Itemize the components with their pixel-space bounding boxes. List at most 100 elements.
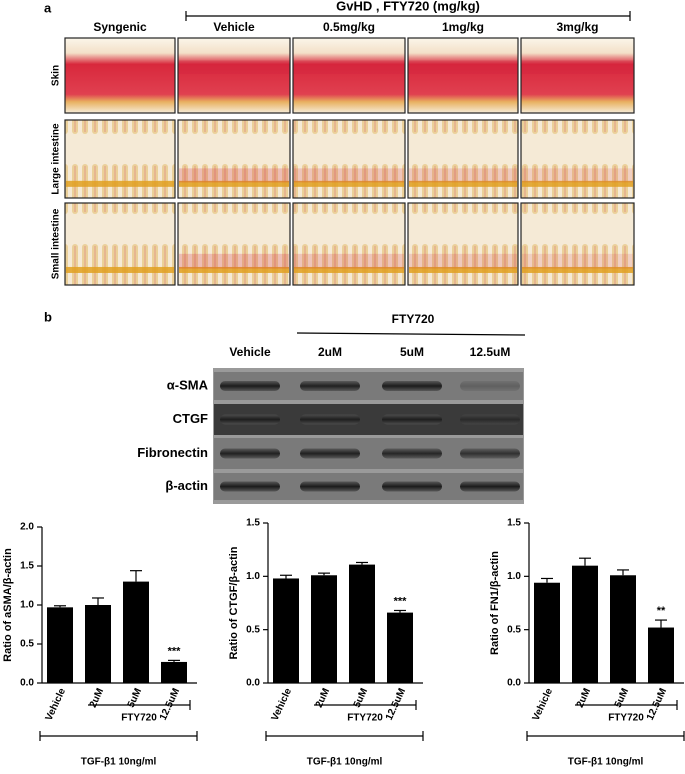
bar: [610, 575, 636, 683]
y-tick-label: 1.0: [246, 571, 260, 582]
muscle-layer: [294, 266, 404, 273]
lane-label: Vehicle: [229, 345, 271, 359]
bar: [273, 578, 299, 683]
band: [220, 381, 280, 391]
bracket-label: TGF-β1 10ng/ml: [81, 757, 157, 768]
bar-chart: Ratio of CTGF/β-actin 0.0 0.5 1.0 1.5 Vehicle…: [228, 518, 424, 768]
y-tick-label: 1.0: [507, 571, 521, 582]
histology-image: [407, 37, 519, 114]
y-tick-label: 2.0: [20, 522, 34, 533]
y-axis-label: Ratio of aSMA/β-actin: [2, 548, 14, 662]
muscle-layer: [409, 180, 517, 187]
column-header: Vehicle: [213, 20, 255, 34]
significance: ***: [394, 595, 408, 607]
bracket-label: FTY720: [121, 713, 157, 724]
bar: [47, 607, 73, 683]
y-tick-label: 0.0: [246, 678, 260, 689]
fibrosis-stain: [409, 60, 517, 74]
row-label: Skin: [51, 65, 62, 86]
group-header: GvHD , FTY720 (mg/kg): [336, 0, 480, 13]
bracket-label: TGF-β1 10ng/ml: [568, 757, 644, 768]
fibrosis-stain: [294, 253, 404, 269]
x-tick-label: Vehicle: [531, 686, 556, 722]
histology-image: [292, 37, 406, 114]
panel-label: b: [44, 309, 52, 324]
y-axis-label: Ratio of CTGF/β-actin: [228, 546, 240, 659]
muscle-layer: [66, 180, 174, 187]
muscle-layer: [522, 180, 633, 187]
band: [460, 414, 520, 425]
x-tick-label: 2uM: [88, 687, 106, 710]
fibrosis-stain: [179, 168, 289, 183]
lane-label: 12.5uM: [470, 345, 511, 359]
band: [300, 381, 360, 391]
muscle-layer: [409, 266, 517, 273]
y-tick-label: 0.0: [507, 678, 521, 689]
column-header: 3mg/kg: [556, 20, 598, 34]
x-tick-label: 2uM: [575, 687, 593, 710]
y-tick-label: 0.0: [20, 678, 34, 689]
bar-chart: Ratio of FN1/β-actin 0.0 0.5 1.0 1.5 Vehicle 2…: [489, 518, 685, 768]
y-tick-label: 0.5: [246, 624, 260, 635]
band: [300, 481, 360, 492]
y-tick-label: 1.5: [246, 518, 260, 529]
bar: [161, 661, 187, 683]
bar: [85, 605, 111, 683]
row-label: Small intestine: [51, 208, 62, 279]
band-label: β-actin: [165, 478, 208, 493]
fibrosis-stain: [409, 253, 517, 269]
muscle-layer: [294, 180, 404, 187]
x-tick-label: 5uM: [613, 687, 631, 710]
bar: [311, 575, 337, 683]
y-tick-label: 1.5: [507, 518, 521, 529]
band: [220, 448, 280, 459]
muscle-layer: [66, 266, 174, 273]
fibrosis-stain: [294, 60, 404, 74]
bar: [123, 581, 149, 683]
bar: [572, 565, 598, 683]
band: [220, 414, 280, 425]
muscle-layer: [522, 266, 633, 273]
x-tick-label: 2uM: [314, 687, 332, 710]
band: [382, 381, 442, 391]
bracket-label: FTY720: [608, 713, 644, 724]
y-tick-label: 1.0: [20, 600, 34, 611]
group-line: [296, 332, 526, 336]
lane-label: 2uM: [318, 345, 342, 359]
band-label: CTGF: [173, 411, 208, 426]
band: [220, 481, 280, 492]
band-label: Fibronectin: [137, 445, 208, 460]
y-tick-label: 1.5: [20, 561, 34, 572]
band: [382, 481, 442, 492]
x-tick-label: 5uM: [126, 687, 144, 710]
column-header: 0.5mg/kg: [323, 20, 375, 34]
significance: **: [657, 605, 666, 617]
x-tick-label: Vehicle: [44, 686, 69, 722]
muscle-layer: [179, 266, 289, 273]
fibrosis-stain: [179, 253, 289, 269]
fibrosis-stain: [179, 60, 289, 74]
column-header: Syngenic: [93, 20, 147, 34]
bar: [534, 582, 560, 683]
band: [460, 381, 520, 391]
group-header: FTY720: [392, 312, 435, 326]
row-label: Large intestine: [51, 123, 62, 195]
significance: ***: [168, 645, 182, 657]
band: [300, 414, 360, 425]
lane-label: 5uM: [400, 345, 424, 359]
histology-image: [520, 37, 635, 114]
histology-image: [64, 37, 176, 114]
column-header: 1mg/kg: [442, 20, 484, 34]
panel-a: a GvHD , FTY720 (mg/kg): [44, 0, 631, 21]
y-axis-label: Ratio of FN1/β-actin: [489, 551, 501, 655]
histology-image: [177, 37, 291, 114]
x-tick-label: Vehicle: [270, 686, 295, 722]
band: [382, 448, 442, 459]
band: [460, 448, 520, 459]
bar: [349, 564, 375, 683]
band: [300, 448, 360, 459]
fibrosis-stain: [294, 168, 404, 183]
fibrosis-stain: [522, 60, 633, 74]
band: [460, 481, 520, 492]
